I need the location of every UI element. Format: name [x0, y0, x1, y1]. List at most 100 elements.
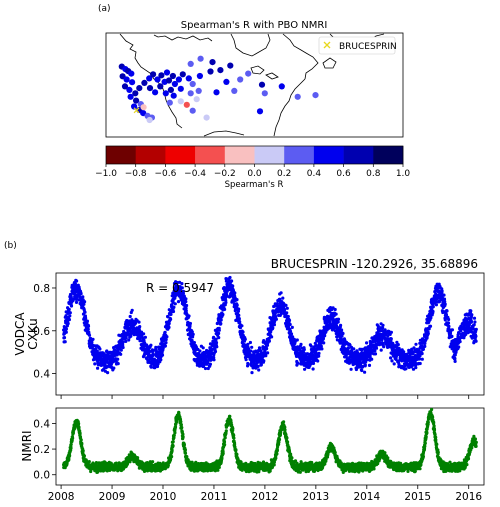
series-point	[217, 336, 221, 340]
colorbar-bin	[106, 146, 136, 164]
site-point	[127, 93, 134, 100]
series-point	[87, 460, 91, 464]
series-point	[68, 311, 72, 315]
timeseries-header: BRUCESPRIN -120.2926, 35.68896	[271, 257, 478, 271]
colorbar-tick-label: −0.2	[214, 169, 236, 179]
site-point	[128, 70, 135, 77]
site-point	[171, 80, 178, 88]
series-point	[235, 298, 239, 302]
series-point	[212, 358, 216, 362]
series-point	[184, 309, 188, 313]
series-point	[285, 306, 289, 310]
colorbar-tick-label: −0.4	[184, 169, 206, 179]
series-point	[119, 348, 123, 352]
series-point	[115, 353, 119, 357]
series-point	[266, 351, 270, 355]
series-point	[172, 305, 176, 309]
series-point	[429, 316, 433, 320]
series-point	[450, 334, 454, 338]
series-point	[66, 321, 70, 326]
series-point	[68, 454, 72, 458]
series-point	[390, 359, 394, 363]
series-point	[208, 362, 212, 366]
series-point	[223, 307, 227, 311]
series-point	[81, 295, 85, 299]
series-point	[287, 318, 292, 322]
series-point	[320, 347, 324, 351]
series-point	[235, 452, 239, 456]
vodca-points	[62, 275, 478, 375]
series-point	[169, 312, 173, 316]
series-point	[67, 318, 71, 322]
series-point	[470, 313, 474, 317]
site-point	[195, 87, 202, 94]
series-point	[151, 353, 155, 357]
map-sites	[118, 55, 319, 124]
series-point	[124, 336, 128, 340]
series-point	[389, 330, 393, 334]
site-point	[129, 79, 136, 86]
series-point	[274, 317, 278, 321]
series-point	[392, 362, 396, 366]
site-point	[133, 97, 140, 104]
series-point	[219, 322, 223, 326]
series-point	[188, 321, 192, 326]
site-point	[177, 98, 184, 105]
site-point	[123, 76, 130, 83]
series-point	[275, 302, 279, 306]
series-point	[93, 362, 97, 366]
series-point	[447, 324, 451, 328]
series-point	[224, 279, 228, 283]
series-point	[404, 367, 408, 371]
series-point	[173, 302, 177, 306]
series-point	[267, 339, 271, 343]
series-point	[373, 349, 377, 353]
series-point	[179, 423, 183, 427]
colorbar: −1.0 −0.8 −0.6 −0.4 −0.2 0.0 0.2 0.4 0.6 0.8 1.0 S…	[95, 145, 410, 190]
series-point	[341, 331, 345, 336]
series-point	[184, 300, 188, 304]
series-point	[333, 307, 337, 312]
colorbar-tick-label: 0.4	[307, 169, 322, 179]
series-point	[311, 361, 316, 365]
site-point	[245, 70, 252, 77]
series-point	[319, 344, 323, 348]
series-point	[417, 357, 422, 361]
series-point	[340, 328, 344, 332]
series-point	[262, 359, 266, 363]
series-point	[180, 282, 184, 286]
series-point	[214, 341, 219, 345]
series-point	[411, 363, 415, 367]
series-point	[182, 443, 186, 447]
series-point	[453, 359, 457, 363]
series-point	[336, 317, 341, 321]
series-point	[279, 291, 283, 295]
series-point	[282, 420, 286, 424]
series-point	[233, 291, 237, 295]
series-point	[474, 327, 478, 331]
series-point	[374, 346, 379, 350]
series-point	[159, 358, 163, 362]
series-point	[86, 324, 91, 328]
vodca-xticks	[60, 395, 470, 399]
series-point	[215, 345, 219, 349]
series-point	[165, 335, 169, 339]
series-point	[143, 335, 147, 339]
series-point	[138, 337, 142, 342]
series-point	[214, 337, 218, 341]
series-point	[258, 346, 262, 351]
series-point	[180, 286, 184, 290]
series-point	[290, 325, 294, 329]
series-point	[82, 454, 86, 458]
series-point	[309, 344, 313, 348]
series-point	[285, 436, 289, 440]
series-point	[302, 347, 306, 352]
series-point	[138, 325, 142, 329]
series-point	[414, 366, 418, 370]
site-point	[165, 77, 173, 84]
series-point	[428, 324, 433, 328]
series-point	[386, 334, 390, 338]
series-point	[397, 362, 401, 366]
series-point	[286, 440, 290, 444]
